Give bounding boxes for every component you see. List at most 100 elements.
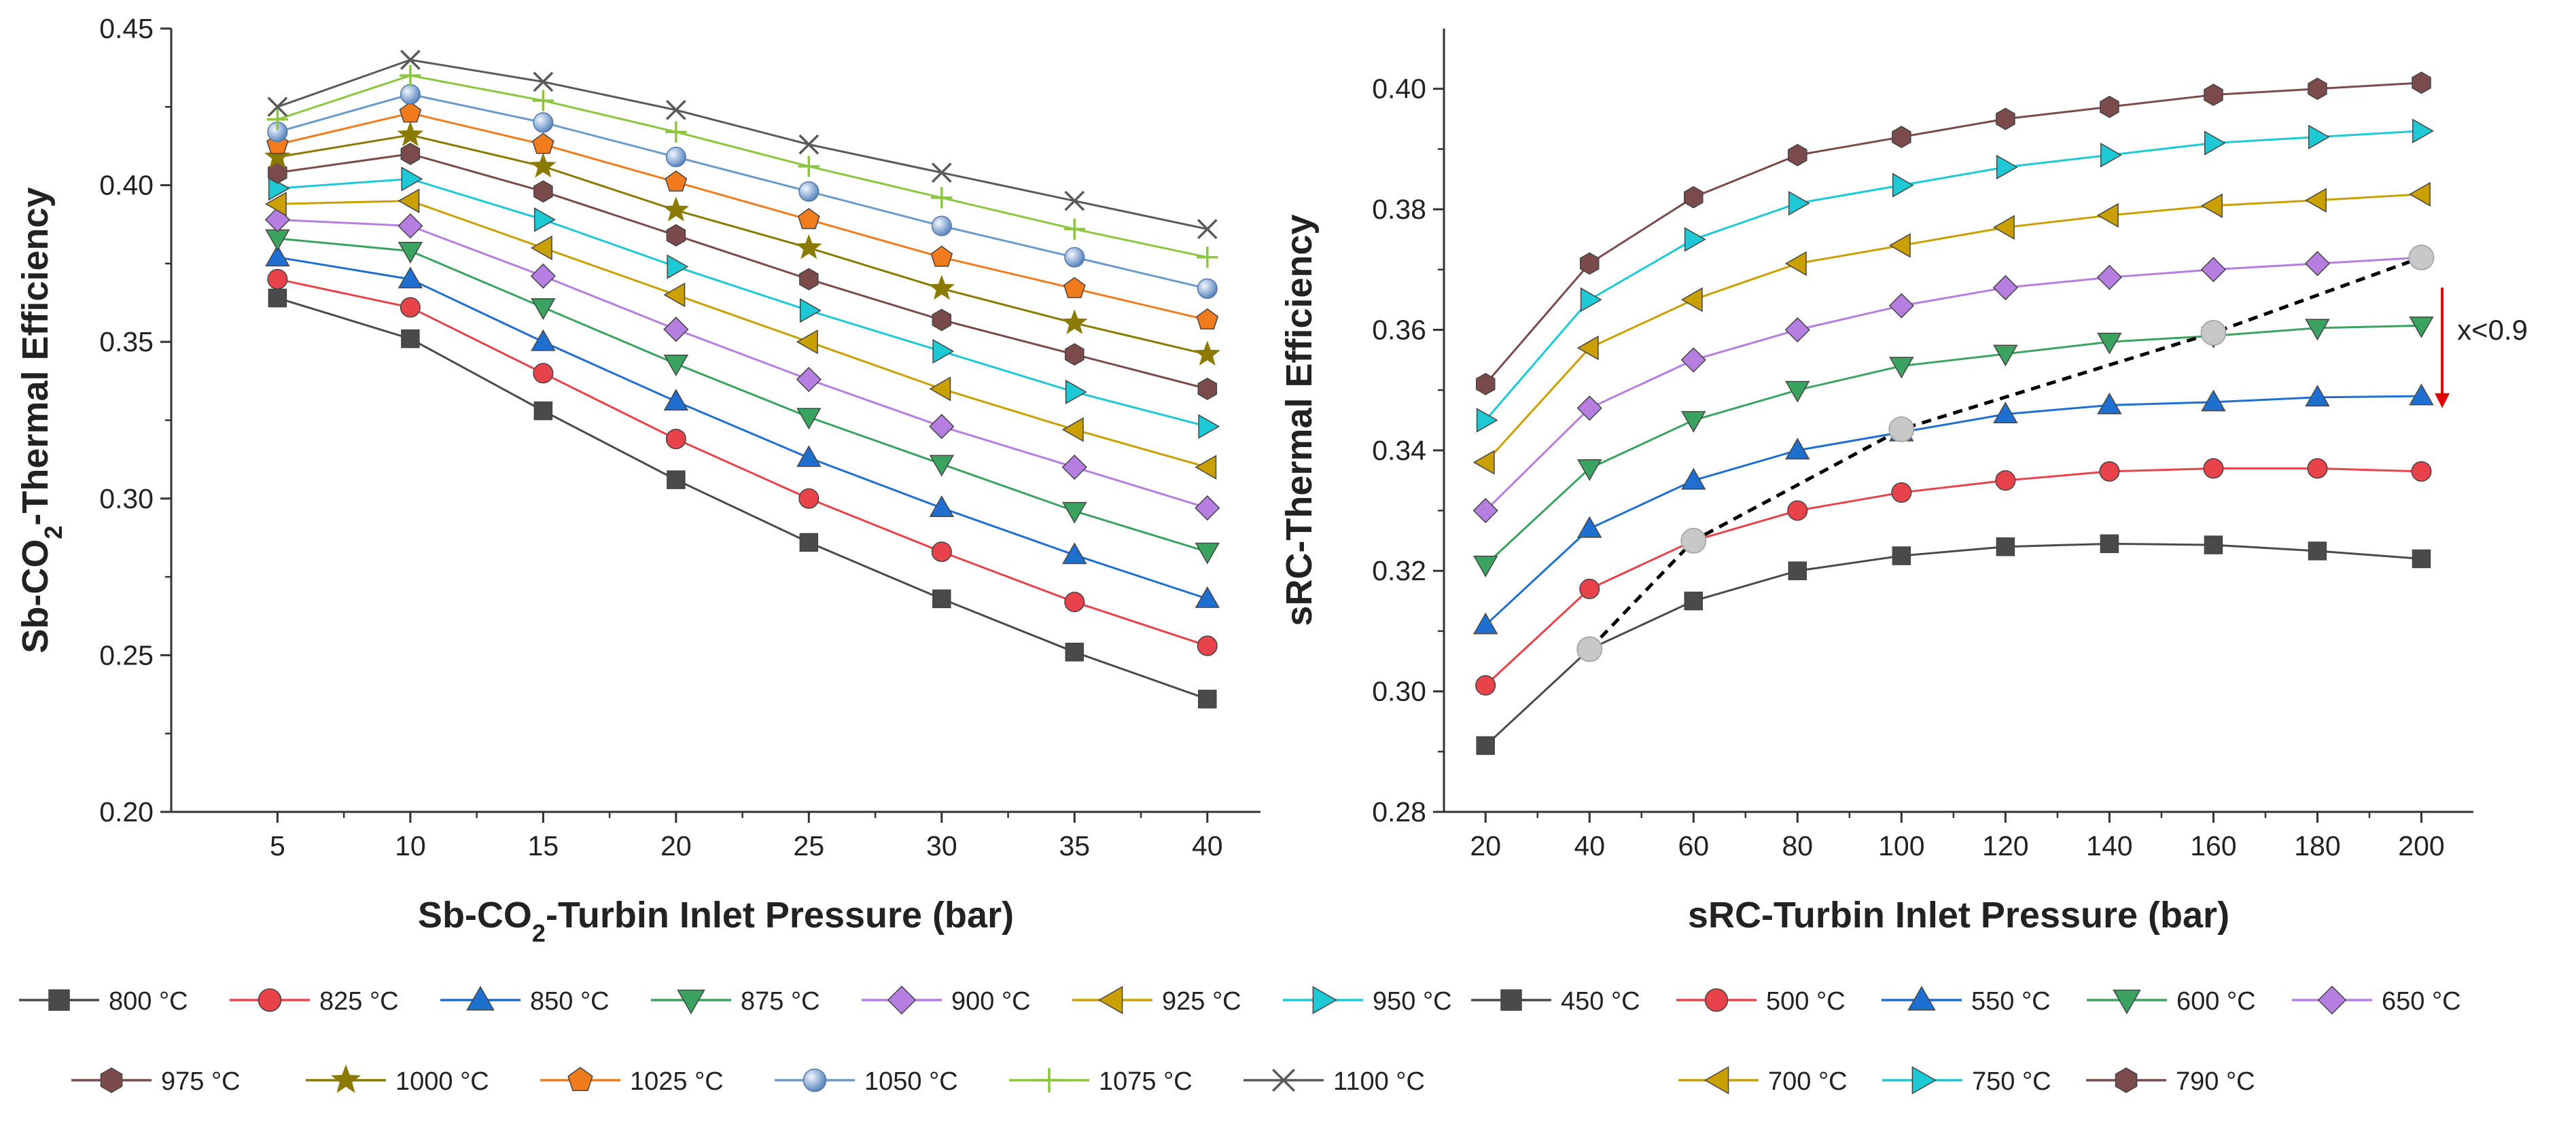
- y-tick-label: 0.30: [99, 483, 154, 514]
- data-point-925c: [530, 235, 552, 261]
- data-point-800c: [1198, 690, 1217, 709]
- quality-point: [2200, 319, 2227, 346]
- data-point-925c: [663, 282, 686, 308]
- data-point-1050c: [533, 112, 554, 133]
- data-point-750c: [1892, 173, 1914, 198]
- data-point-825c: [1064, 591, 1085, 613]
- x-axis-label: sRC-Turbin Inlet Pressure (bar): [1688, 895, 2229, 936]
- data-point-800c: [799, 533, 819, 552]
- legend-entry: 500 °C: [1676, 987, 1846, 1016]
- data-point-790c: [1475, 372, 1496, 395]
- data-point-650c: [1680, 347, 1706, 373]
- data-point-1075c: [532, 90, 554, 111]
- data-point-850c: [1062, 542, 1087, 565]
- data-point-975c: [666, 224, 686, 247]
- data-point-500c: [1579, 578, 1600, 599]
- data-point-925c: [398, 188, 420, 213]
- data-point-850c: [929, 495, 955, 518]
- data-point-850c: [663, 389, 689, 411]
- data-point-700c: [2305, 188, 2327, 213]
- data-point-550c: [1785, 438, 1810, 460]
- legend-label: 900 °C: [951, 987, 1031, 1016]
- legend-label: 790 °C: [2176, 1067, 2255, 1096]
- data-point-700c: [1992, 215, 2015, 240]
- y-axis-label-part: sRC-Thermal Efficiency: [1279, 214, 1320, 626]
- data-point-550c: [1577, 516, 1602, 538]
- data-point-1000c: [1061, 309, 1088, 334]
- series-line-1025c: [277, 111, 1208, 321]
- quality-point: [1576, 636, 1603, 662]
- data-point-1025c: [1196, 308, 1219, 330]
- series-line-1050c: [277, 93, 1208, 290]
- data-point-600c: [2305, 319, 2330, 341]
- data-point-950c: [1065, 379, 1087, 405]
- data-point-550c: [2201, 389, 2226, 412]
- data-point-1050c: [931, 215, 952, 236]
- legend-entry: 1075 °C: [1009, 1067, 1193, 1096]
- legend-entry: 850 °C: [440, 985, 610, 1016]
- data-point-550c: [2305, 385, 2330, 407]
- quality-label: x<0.9: [2457, 314, 2528, 346]
- data-point-500c: [1475, 675, 1496, 696]
- data-point-1100c: [267, 96, 288, 118]
- data-point-850c: [531, 329, 556, 351]
- legend-label: 600 °C: [2176, 987, 2256, 1016]
- data-point-650c: [2304, 251, 2331, 277]
- legend-marker: [802, 1068, 827, 1092]
- series-line-1100c: [277, 58, 1208, 230]
- data-point-450c: [2308, 541, 2327, 560]
- data-point-950c: [533, 207, 556, 232]
- legend-marker: [1704, 1066, 1729, 1095]
- data-point-825c: [1197, 635, 1218, 656]
- data-point-550c: [1473, 612, 1498, 635]
- data-point-450c: [2204, 535, 2223, 554]
- data-point-1000c: [663, 196, 690, 221]
- data-point-500c: [2099, 461, 2120, 482]
- data-point-1000c: [397, 121, 424, 147]
- data-point-650c: [1576, 395, 1602, 421]
- y-tick-label: 0.30: [1372, 676, 1426, 707]
- y-tick-label: 0.40: [1372, 73, 1426, 105]
- data-point-750c: [2412, 118, 2434, 143]
- data-point-975c: [1197, 377, 1218, 400]
- x-tick-label: 20: [1470, 830, 1501, 861]
- legend-label: 925 °C: [1162, 987, 1241, 1016]
- data-point-1025c: [798, 208, 820, 230]
- legend-marker: [887, 985, 917, 1015]
- data-point-950c: [401, 166, 423, 192]
- data-point-975c: [533, 180, 553, 203]
- data-point-1000c: [796, 234, 822, 260]
- data-point-790c: [2412, 71, 2431, 94]
- series-line-800c: [277, 297, 1208, 700]
- data-point-925c: [796, 330, 818, 355]
- y-tick-label: 0.40: [99, 170, 154, 201]
- data-point-600c: [2409, 316, 2434, 338]
- x-axis-label-part: -Turbin Inlet Pressure (bar): [546, 895, 1014, 936]
- data-point-875c: [398, 242, 423, 264]
- legend-entry: 750 °C: [1882, 1066, 2051, 1096]
- data-point-550c: [2097, 392, 2122, 414]
- data-point-975c: [268, 161, 287, 184]
- x-axis-label: Sb-CO2-Turbin Inlet Pressure (bar): [418, 895, 1014, 947]
- data-point-790c: [1996, 107, 2015, 130]
- data-point-1025c: [532, 132, 554, 154]
- data-point-600c: [1993, 344, 2018, 367]
- data-point-925c: [929, 376, 951, 402]
- data-point-600c: [1473, 555, 1498, 577]
- series-line-700c: [1485, 193, 2422, 463]
- legend-label: 1025 °C: [630, 1067, 724, 1096]
- legend-marker: [466, 985, 495, 1011]
- data-point-1025c: [399, 101, 422, 123]
- data-point-1000c: [928, 274, 955, 300]
- x-tick-label: 5: [270, 830, 285, 861]
- quality-point: [1888, 416, 1915, 442]
- data-point-825c: [533, 363, 554, 384]
- data-point-800c: [533, 401, 553, 421]
- y-axis-label: sRC-Thermal Efficiency: [1279, 214, 1320, 626]
- series-line-550c: [1485, 395, 2422, 626]
- legend-marker: [48, 989, 70, 1011]
- legend-label: 500 °C: [1766, 987, 1846, 1016]
- data-point-500c: [2307, 458, 2328, 479]
- data-point-950c: [1198, 414, 1220, 439]
